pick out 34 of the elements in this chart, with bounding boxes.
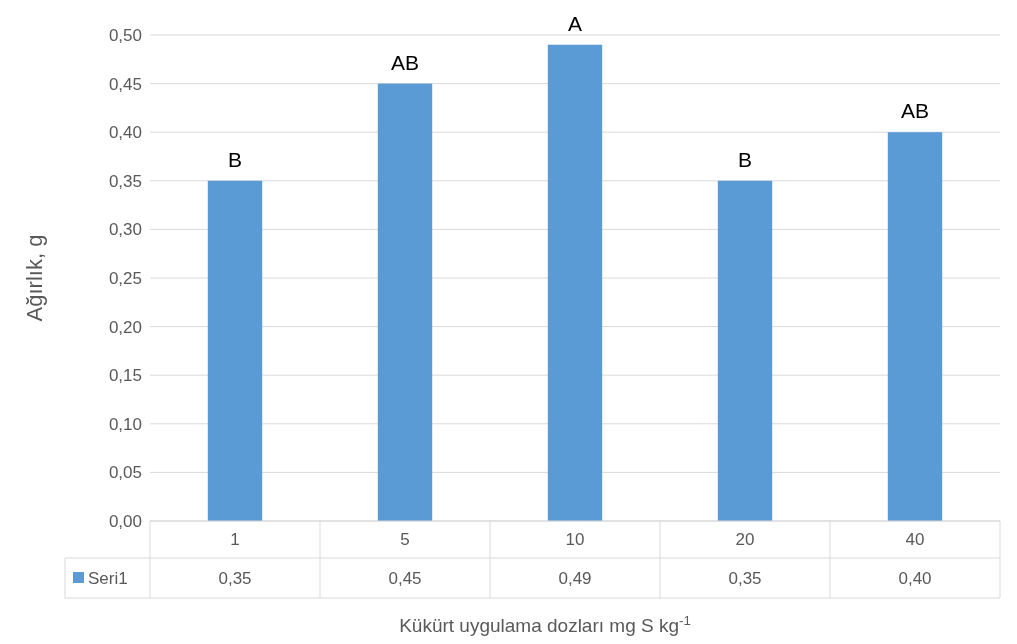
y-tick-label: 0,05 (108, 463, 142, 483)
x-tick-label: 1 (230, 530, 240, 550)
annotation: AB (900, 99, 930, 123)
data-label: 0,45 (388, 569, 422, 588)
annotation: A (567, 11, 583, 35)
annotation: B (227, 147, 243, 171)
data-label: 0,35 (218, 569, 252, 588)
y-tick-label: 0,35 (108, 171, 142, 191)
bar (207, 180, 263, 521)
annotation: B (737, 147, 753, 171)
x-tick-label: 10 (565, 530, 585, 550)
y-tick-label: 0,20 (108, 317, 142, 337)
x-tick-label: 5 (400, 530, 410, 550)
y-tick-label: 0,40 (108, 123, 142, 143)
y-tick-label: 0,50 (108, 25, 142, 45)
bar (547, 44, 603, 521)
y-axis-title: Ağırlık, g (22, 234, 47, 322)
y-tick-label: 0,00 (108, 511, 142, 531)
annotation: AB (390, 50, 420, 74)
data-label: 0,49 (558, 569, 592, 588)
x-axis-title: Kükürt uygulama dozları mg S kg$^{-1}$ (399, 612, 691, 636)
y-tick-label: 0,10 (108, 414, 142, 434)
x-tick-label: 20 (735, 530, 755, 550)
y-tick-label: 0,45 (108, 74, 142, 94)
bar (887, 132, 943, 521)
y-tick-label: 0,30 (108, 220, 142, 240)
data-label: 0,40 (898, 569, 932, 588)
bar (717, 180, 773, 521)
legend-label: Seri1 (88, 569, 128, 588)
x-tick-label: 40 (905, 530, 925, 550)
y-tick-label: 0,15 (108, 366, 142, 386)
data-label: 0,35 (728, 569, 762, 588)
y-tick-label: 0,25 (108, 268, 142, 288)
bar (377, 83, 433, 521)
